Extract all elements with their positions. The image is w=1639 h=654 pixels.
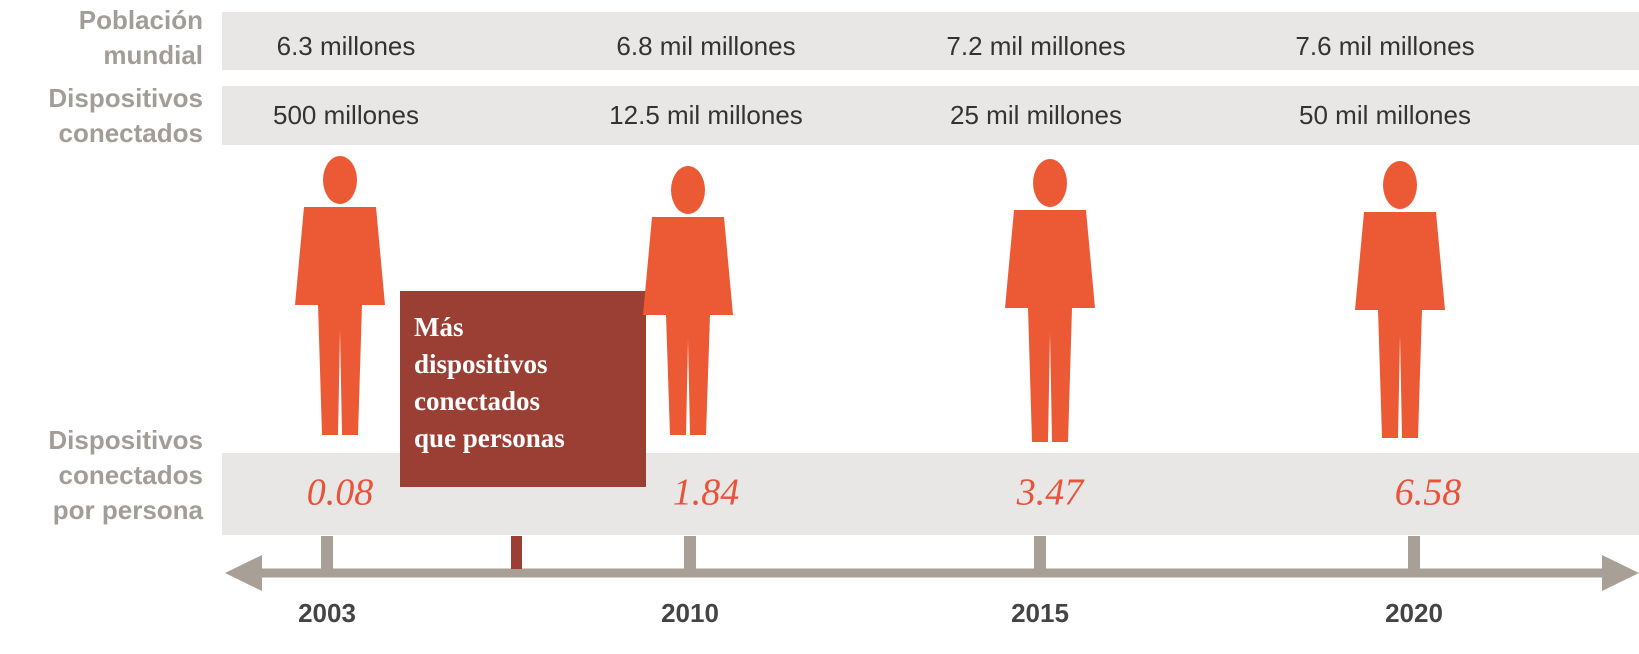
band: [222, 86, 1639, 145]
year-label: 2003: [298, 598, 356, 628]
person-body: [1355, 212, 1445, 438]
devices-value: 50 mil millones: [1299, 100, 1471, 130]
tick: [1408, 536, 1420, 569]
row-label: Población: [79, 5, 203, 35]
person-body: [1005, 210, 1095, 442]
callout-text: que personas: [414, 423, 565, 453]
devices-value: 12.5 mil millones: [609, 100, 803, 130]
per-person-value: 6.58: [1395, 472, 1462, 514]
row-label: conectados: [59, 118, 204, 148]
tick: [684, 536, 696, 569]
callout-text: conectados: [414, 386, 540, 416]
callout-box: [400, 291, 646, 487]
population-value: 7.2 mil millones: [946, 31, 1125, 61]
person-head: [671, 166, 705, 214]
tick: [1034, 536, 1046, 569]
person-head: [1383, 161, 1417, 209]
devices-value: 500 millones: [273, 100, 419, 130]
population-value: 6.8 mil millones: [616, 31, 795, 61]
row-label: Dispositivos: [48, 83, 203, 113]
callout-text: dispositivos: [414, 349, 548, 379]
tick: [321, 536, 333, 569]
person-head: [323, 156, 357, 204]
arrow-head: [1602, 555, 1639, 591]
population-value: 6.3 millones: [277, 31, 416, 61]
row-label: por persona: [53, 495, 204, 525]
row-label: mundial: [103, 40, 203, 70]
per-person-value: 0.08: [307, 472, 374, 514]
per-person-value: 3.47: [1016, 472, 1086, 514]
devices-value: 25 mil millones: [950, 100, 1122, 130]
callout-text: Más: [414, 312, 464, 342]
row-label: Dispositivos: [48, 425, 203, 455]
tick: [511, 536, 522, 569]
year-label: 2020: [1385, 598, 1443, 628]
population-value: 7.6 mil millones: [1295, 31, 1474, 61]
person-body: [295, 207, 385, 435]
person-body: [643, 217, 733, 435]
arrow-head: [225, 555, 262, 591]
year-label: 2015: [1011, 598, 1069, 628]
band: [222, 12, 1639, 70]
year-label: 2010: [661, 598, 719, 628]
per-person-value: 1.84: [673, 472, 740, 514]
row-label: conectados: [59, 460, 204, 490]
person-head: [1033, 159, 1067, 207]
